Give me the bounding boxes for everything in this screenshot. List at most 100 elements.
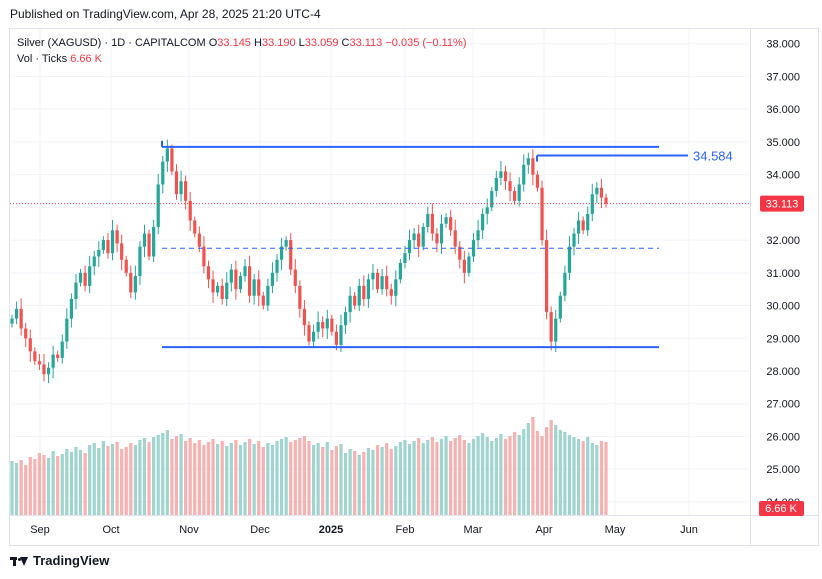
volume-bar [110,444,115,515]
candle-body [572,233,576,247]
candle-body [458,246,462,260]
volume-bar [216,444,220,515]
time-tick-label: Apr [535,524,552,536]
price-tick-label: 38.000 [766,39,800,51]
volume-bar [375,445,380,515]
candle-body [389,289,393,296]
footer-brand[interactable]: TradingView [10,553,109,568]
volume-bar [257,441,261,515]
volume-bar [462,440,466,515]
candle-body [439,223,444,244]
candle-body [581,220,585,231]
candle-body [51,354,55,368]
candle-body [385,276,389,290]
volume-bar [184,441,188,515]
symbol-title[interactable]: Silver (XAGUSD) · 1D · CAPITALCOM [17,37,206,49]
candle-body [170,148,174,172]
volume-bar [394,446,398,515]
volume-bars [10,417,608,515]
candle-body [563,272,567,296]
candle-body [490,191,494,208]
volume-bar [211,439,215,515]
last-price-label: 33.113 [766,199,799,211]
volume-bar [78,450,83,515]
volume-bar [60,454,64,515]
volume-bar [51,451,55,515]
candle-body [88,266,92,286]
time-axis: Sep Oct Nov Dec 2025 Feb Mar Apr May Jun [30,524,698,536]
time-tick-label: Oct [102,524,119,536]
candle-body [508,181,512,191]
price-tick-label: 34.000 [766,170,800,182]
annotation-lines: 34.584 [10,140,750,349]
candle-body [174,171,179,195]
volume-bar [407,444,412,515]
time-tick-label: Jun [680,524,698,536]
candle-body [357,285,361,306]
candle-body [165,148,169,162]
volume-value: 6.66 K [70,53,102,65]
candle-body [124,259,128,273]
volume-bar [33,459,37,515]
price-tick-label: 35.000 [766,137,800,149]
candle-body [549,312,553,342]
volume-bar [311,445,316,515]
price-tick-label: 32.000 [766,235,800,247]
volume-bar [417,438,421,515]
volume-bar [435,442,439,515]
candle-body [24,328,28,339]
volume-bar [252,444,256,515]
candle-body [238,276,243,290]
candle-body [216,285,220,293]
candle-body [19,308,23,329]
volume-bar [439,439,444,515]
volume-bar [513,432,517,515]
volume-bar [366,448,370,515]
volume-bar [101,441,105,515]
volume-label[interactable]: Vol · Ticks [17,53,68,65]
volume-bar [471,439,476,515]
volume-bar [147,442,151,515]
candle-body [535,174,540,188]
volume-bar [279,439,284,515]
candle-body [435,233,439,244]
volume-bar [275,441,279,515]
candle-body [371,272,375,280]
candle-body [567,246,572,273]
low-label: L [298,37,305,49]
volume-bar [499,434,503,515]
volume-bar [19,460,23,515]
candle-body [302,308,307,326]
volume-bar [37,453,42,515]
volume-bar [133,445,137,515]
volume-bar [321,447,325,515]
price-tick-label: 27.000 [766,399,800,411]
candle-body [33,351,37,362]
volume-bar [449,441,453,515]
volume-bar [307,441,311,515]
volume-bar [458,435,462,515]
candle-body [142,233,147,247]
candle-body [46,367,51,375]
candle-body [321,321,325,329]
level-label: 34.584 [693,149,733,164]
chart-frame [9,28,819,546]
candle-body [403,253,407,263]
volume-bar [567,435,572,515]
price-tick-label: 30.000 [766,301,800,313]
candle-body [449,217,453,231]
volume-bar [398,442,402,515]
volume-bar [334,446,339,515]
volume-bar [46,458,51,515]
volume-bar [97,448,101,515]
volume-bar [197,440,201,515]
volume-bar [576,439,581,515]
volume-bar [74,447,78,515]
candle-body [120,243,124,260]
candle-body [37,361,42,365]
candle-body [417,233,421,247]
volume-bar [339,444,343,515]
volume-bar [220,441,224,515]
candle-body [554,318,558,342]
